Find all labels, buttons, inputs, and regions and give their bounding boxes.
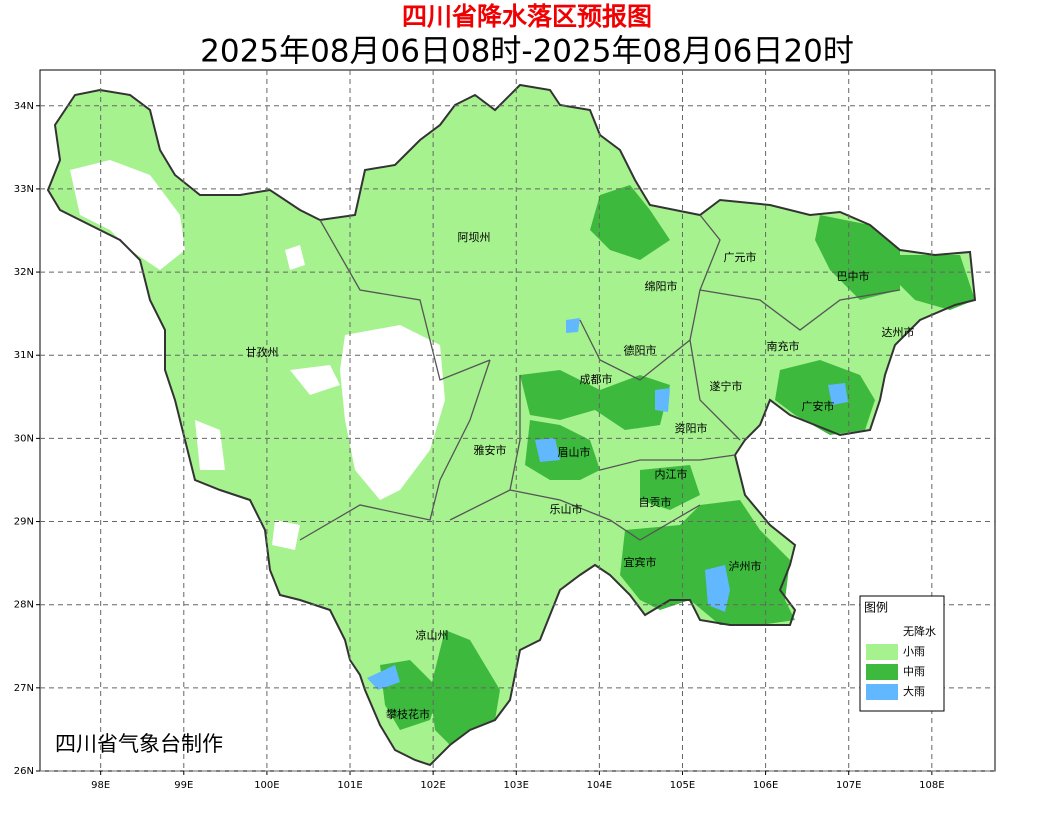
rain-area xyxy=(640,465,700,510)
place-label: 乐山市 xyxy=(550,502,583,516)
y-tick-label: 34N xyxy=(14,101,34,112)
x-tick-label: 103E xyxy=(504,780,529,791)
legend-label: 无降水 xyxy=(903,624,936,638)
rain-area xyxy=(655,388,670,412)
city-border xyxy=(299,359,491,541)
legend-swatch xyxy=(866,624,898,640)
place-label: 凉山州 xyxy=(416,628,449,642)
rain-area xyxy=(815,215,900,300)
province-map xyxy=(46,83,977,767)
y-tick-label: 28N xyxy=(14,600,34,611)
x-tick-label: 106E xyxy=(753,780,778,791)
rain-area xyxy=(285,245,305,270)
x-tick-label: 98E xyxy=(91,780,110,791)
legend-label: 中雨 xyxy=(903,665,925,678)
place-label: 巴中市 xyxy=(837,269,870,283)
x-tick-label: 107E xyxy=(836,780,861,791)
rain-area xyxy=(70,160,185,270)
city-border xyxy=(599,454,736,471)
place-label: 阿坝州 xyxy=(458,230,491,244)
y-tick-label: 33N xyxy=(14,184,34,195)
legend-swatch xyxy=(866,684,898,700)
x-tick-label: 105E xyxy=(670,780,695,791)
place-label: 南充市 xyxy=(767,339,800,353)
rain-area xyxy=(705,565,730,612)
legend-label: 小雨 xyxy=(903,645,925,658)
province-border xyxy=(46,83,977,767)
place-label: 绵阳市 xyxy=(645,279,678,293)
x-tick-label: 99E xyxy=(174,780,193,791)
legend-label: 大雨 xyxy=(903,684,925,698)
rain-area xyxy=(590,185,670,260)
rain-area xyxy=(367,665,400,690)
title: 四川省降水落区预报图 xyxy=(402,2,652,31)
y-tick-label: 27N xyxy=(14,683,34,694)
place-label: 自贡市 xyxy=(639,495,672,509)
rain-area xyxy=(525,420,600,480)
rain-area xyxy=(520,370,670,430)
city-border xyxy=(689,339,741,441)
city-border xyxy=(319,219,491,381)
place-label: 攀枝花市 xyxy=(386,707,430,721)
credit: 四川省气象台制作 xyxy=(55,732,223,756)
x-tick-label: 104E xyxy=(587,780,612,791)
x-tick-label: 101E xyxy=(337,780,362,791)
place-label: 成都市 xyxy=(580,372,613,386)
place-label: 遂宁市 xyxy=(710,379,743,393)
place-label: 广安市 xyxy=(802,399,835,413)
y-tick-label: 31N xyxy=(14,350,34,361)
place-label: 资阳市 xyxy=(675,421,708,435)
legend-title: 图例 xyxy=(864,601,888,615)
place-label: 广元市 xyxy=(724,250,757,264)
city-border xyxy=(449,375,521,521)
rain-area xyxy=(566,318,580,333)
y-tick-label: 26N xyxy=(14,766,34,777)
rain-area xyxy=(775,360,875,435)
grid: 98E 99E 100E 101E 102E 103E 104E 105E 106E 107E 10… xyxy=(14,70,995,791)
x-tick-label: 102E xyxy=(420,780,445,791)
place-label: 眉山市 xyxy=(558,445,591,459)
city-border xyxy=(509,489,701,541)
place-label: 宜宾市 xyxy=(624,555,657,569)
rain-area xyxy=(290,365,340,395)
place-label: 内江市 xyxy=(655,467,688,481)
place-label: 德阳市 xyxy=(624,343,657,357)
place-label: 泸州市 xyxy=(729,559,762,573)
rain-area xyxy=(895,255,975,310)
y-tick-label: 29N xyxy=(14,517,34,528)
rain-area xyxy=(195,420,225,470)
city-border xyxy=(699,289,901,331)
rain-area xyxy=(620,500,795,625)
y-tick-label: 32N xyxy=(14,267,34,278)
legend-swatch xyxy=(866,664,898,680)
rain-area xyxy=(828,383,848,405)
legend-swatch xyxy=(866,644,898,660)
subtitle: 2025年08月06日08时-2025年08月06日20时 xyxy=(200,34,854,70)
rain-area xyxy=(340,325,445,500)
x-tick-label: 108E xyxy=(919,780,944,791)
x-tick-label: 100E xyxy=(254,780,279,791)
y-tick-label: 30N xyxy=(14,433,34,444)
rain-area xyxy=(272,520,300,550)
place-label: 达州市 xyxy=(882,325,915,339)
place-label: 雅安市 xyxy=(474,443,507,457)
rain-area xyxy=(535,438,560,462)
place-label: 甘孜州 xyxy=(246,345,279,359)
